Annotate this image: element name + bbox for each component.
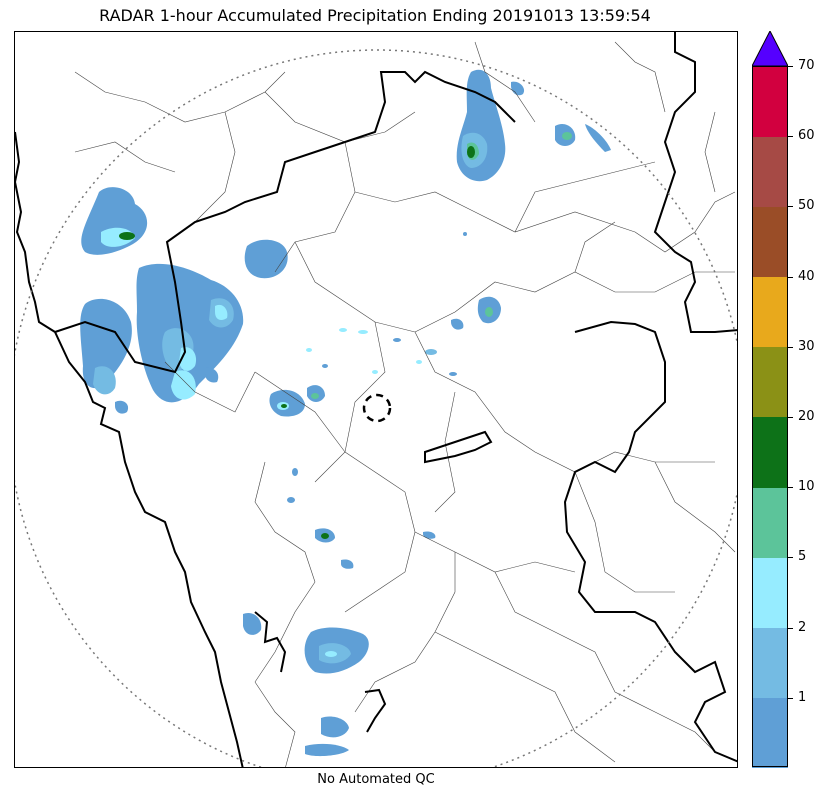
precipitation-areas (80, 69, 611, 757)
rain-cell-west (80, 298, 132, 389)
qc-note: No Automated QC (317, 772, 435, 787)
colorbar-segment (752, 417, 788, 488)
map-canvas (15, 32, 737, 767)
colorbar-tick-label: 2 (798, 619, 807, 635)
colorbar-tick-label: 40 (798, 268, 815, 284)
radar-map[interactable] (14, 31, 738, 768)
colorbar-segment (752, 557, 788, 629)
colorbar-segment (752, 697, 788, 769)
colorbar-tick-label: 60 (798, 128, 815, 144)
colorbar-segment (752, 276, 788, 348)
colorbar-segment (752, 346, 788, 418)
colorbar-tick (788, 206, 793, 208)
colorbar-segment (752, 206, 788, 278)
colorbar-tick-label: 1 (798, 689, 807, 705)
rain-cell-north (456, 69, 506, 182)
colorbar-segment (752, 66, 788, 137)
colorbar-tick-label: 10 (798, 479, 815, 495)
colorbar-tick (788, 627, 793, 629)
map-title: RADAR 1-hour Accumulated Precipitation E… (99, 6, 651, 25)
district-boundaries (74, 41, 736, 767)
colorbar-tick (788, 697, 793, 699)
colorbar-tick-label: 30 (798, 338, 815, 354)
colorbar-tick-label: 50 (798, 198, 815, 214)
colorbar-tick (788, 276, 793, 278)
colorbar-segment (752, 136, 788, 207)
colorbar-tick (788, 346, 793, 348)
colorbar-tick (788, 487, 793, 489)
colorbar-tick (788, 136, 793, 138)
colorbar-tick (788, 66, 793, 67)
colorbar-tick-label: 70 (798, 58, 815, 73)
colorbar-tick-label: 20 (798, 409, 815, 424)
colorbar-tick-label: 5 (798, 549, 807, 565)
state-boundaries (15, 32, 737, 767)
radar-site-marker (362, 393, 392, 423)
colorbar-segment (752, 627, 788, 699)
colorbar-segment (752, 487, 788, 558)
colorbar (752, 31, 788, 769)
colorbar-tick (788, 557, 793, 559)
colorbar-tick (788, 417, 793, 418)
